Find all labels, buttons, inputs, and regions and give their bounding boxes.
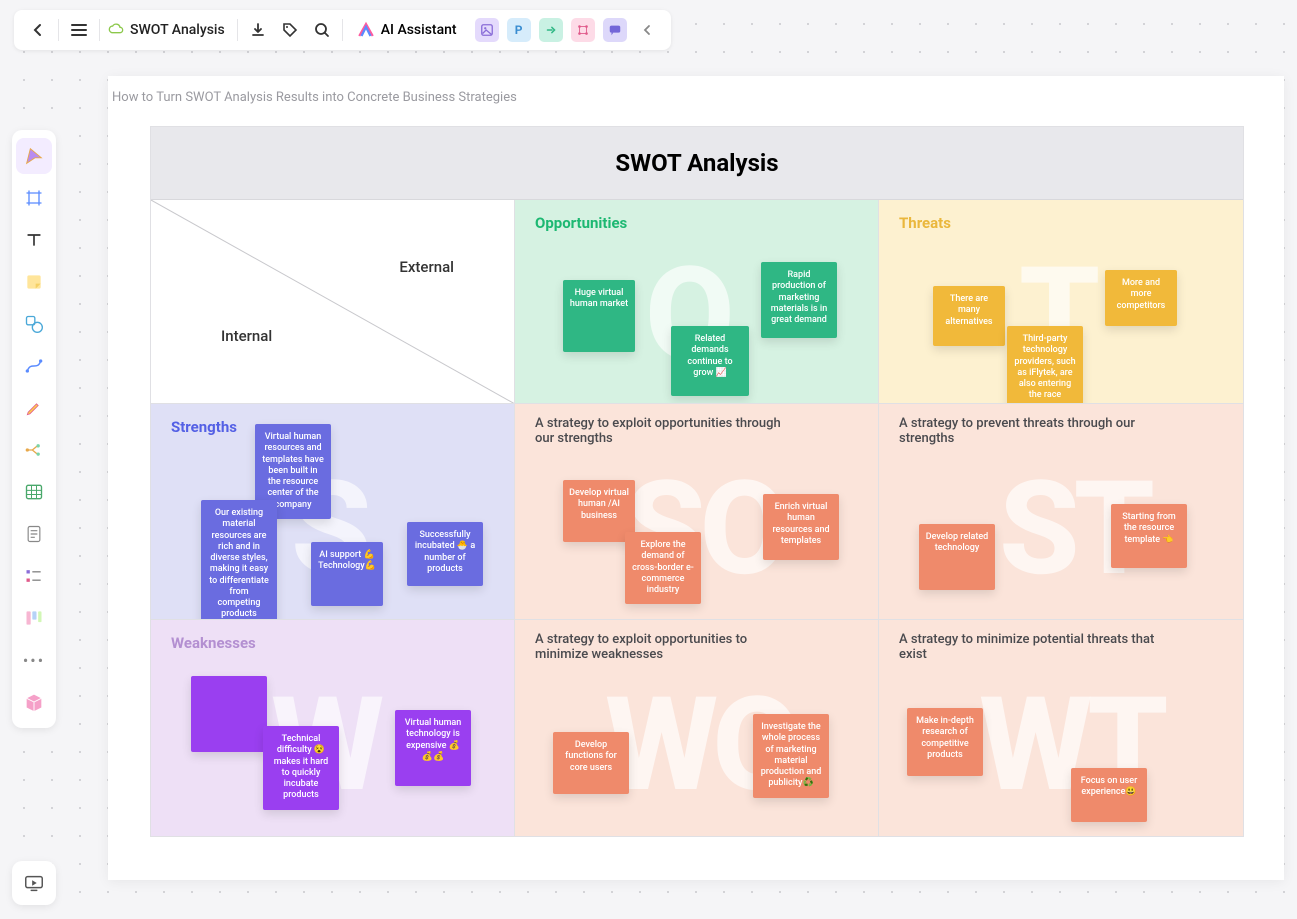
tool-more[interactable]: •••	[16, 642, 52, 678]
strengths-title: Strengths	[151, 404, 514, 436]
separator	[99, 19, 100, 41]
opportunities-title: Opportunities	[515, 200, 878, 232]
ai-assistant-label: AI Assistant	[381, 22, 457, 38]
collapse-chips-button[interactable]	[631, 14, 663, 46]
weaknesses-title: Weaknesses	[151, 620, 514, 652]
sticky-note[interactable]: Rapid production of marketing materials …	[761, 262, 837, 338]
tool-select[interactable]	[16, 138, 52, 174]
tool-text[interactable]	[16, 222, 52, 258]
app-chips: P	[475, 18, 627, 42]
wt-cell: A strategy to minimize potential threats…	[879, 620, 1243, 836]
chip-chat[interactable]	[603, 18, 627, 42]
sticky-note[interactable]: More and more competitors	[1105, 270, 1177, 326]
sticky-note[interactable]: Our existing material resources are rich…	[201, 500, 277, 620]
menu-button[interactable]	[63, 14, 95, 46]
axis-internal-label: Internal	[221, 327, 272, 345]
sticky-note[interactable]: AI support 💪 Technology💪	[311, 542, 383, 606]
sticky-note[interactable]: Related demands continue to grow 📈	[671, 326, 749, 396]
tool-rail: •••	[12, 130, 56, 728]
sticky-note[interactable]	[191, 676, 267, 752]
sticky-note[interactable]: Focus on user experience😃	[1071, 768, 1147, 822]
tool-kanban[interactable]	[16, 600, 52, 636]
tool-mindmap[interactable]	[16, 432, 52, 468]
tag-button[interactable]	[274, 14, 306, 46]
axis-external-label: External	[399, 258, 454, 276]
tool-pen[interactable]	[16, 390, 52, 426]
chip-p[interactable]: P	[507, 18, 531, 42]
chip-graph[interactable]	[571, 18, 595, 42]
sticky-note[interactable]: Explore the demand of cross-border e-com…	[625, 532, 701, 604]
sticky-note[interactable]: Third-party technology providers, such a…	[1007, 326, 1083, 404]
document-title-text: SWOT Analysis	[130, 22, 225, 38]
tool-list[interactable]	[16, 558, 52, 594]
sticky-note[interactable]: Technical difficulty 😵 makes it hard to …	[263, 726, 339, 810]
tool-connector[interactable]	[16, 348, 52, 384]
st-cell: A strategy to prevent threats through ou…	[879, 404, 1243, 620]
opportunities-cell: Opportunities O Huge virtual human marke…	[515, 200, 879, 404]
tool-templates[interactable]	[16, 684, 52, 720]
more-icon: •••	[23, 651, 45, 670]
sticky-note[interactable]: Develop functions for core users	[553, 732, 629, 794]
presentation-button[interactable]	[12, 861, 56, 905]
canvas-page[interactable]: How to Turn SWOT Analysis Results into C…	[108, 76, 1284, 880]
sticky-note[interactable]: There are many alternatives	[933, 286, 1005, 346]
weaknesses-cell: Weaknesses W Technical difficulty 😵 make…	[151, 620, 515, 836]
threats-cell: Threats T There are many alternativesThi…	[879, 200, 1243, 404]
sticky-note[interactable]: Virtual human technology is expensive 💰💰…	[395, 710, 471, 786]
sticky-note[interactable]: Investigate the whole process of marketi…	[753, 714, 829, 798]
tool-sticky[interactable]	[16, 264, 52, 300]
ai-logo-icon	[357, 21, 375, 39]
diagonal-line	[151, 200, 515, 404]
wt-desc: A strategy to minimize potential threats…	[879, 620, 1179, 662]
back-button[interactable]	[22, 14, 54, 46]
search-button[interactable]	[306, 14, 338, 46]
so-desc: A strategy to exploit opportunities thro…	[515, 404, 815, 446]
tool-shape[interactable]	[16, 306, 52, 342]
strengths-cell: Strengths S Virtual human resources and …	[151, 404, 515, 620]
page-label: How to Turn SWOT Analysis Results into C…	[112, 90, 517, 105]
wo-desc: A strategy to exploit opportunities to m…	[515, 620, 815, 662]
sticky-note[interactable]: Successfully incubated 🐣 a number of pro…	[407, 522, 483, 586]
document-title[interactable]: SWOT Analysis	[104, 22, 233, 38]
threats-title: Threats	[879, 200, 1243, 232]
swot-container: SWOT Analysis External Internal Opportun…	[150, 126, 1244, 837]
chip-share[interactable]	[539, 18, 563, 42]
sticky-note[interactable]: Develop related technology	[919, 524, 995, 590]
so-cell: A strategy to exploit opportunities thro…	[515, 404, 879, 620]
sticky-note[interactable]: Enrich virtual human resources and templ…	[763, 494, 839, 560]
sticky-note[interactable]: Huge virtual human market	[563, 280, 635, 352]
separator	[237, 19, 238, 41]
swot-title: SWOT Analysis	[151, 127, 1243, 200]
st-desc: A strategy to prevent threats through ou…	[879, 404, 1179, 446]
tool-document[interactable]	[16, 516, 52, 552]
tool-table[interactable]	[16, 474, 52, 510]
swot-grid: External Internal Opportunities O Huge v…	[151, 200, 1243, 836]
cloud-sync-icon	[108, 22, 124, 38]
separator	[58, 19, 59, 41]
axis-cell: External Internal	[151, 200, 515, 404]
separator	[342, 19, 343, 41]
wo-cell: A strategy to exploit opportunities to m…	[515, 620, 879, 836]
sticky-note[interactable]: Starting from the resource template 👈	[1111, 504, 1187, 568]
download-button[interactable]	[242, 14, 274, 46]
chip-image[interactable]	[475, 18, 499, 42]
sticky-note[interactable]: Make in-depth research of competitive pr…	[907, 708, 983, 776]
top-toolbar: SWOT Analysis AI Assistant P	[14, 10, 671, 50]
ai-assistant-button[interactable]: AI Assistant	[347, 21, 467, 39]
tool-frame[interactable]	[16, 180, 52, 216]
